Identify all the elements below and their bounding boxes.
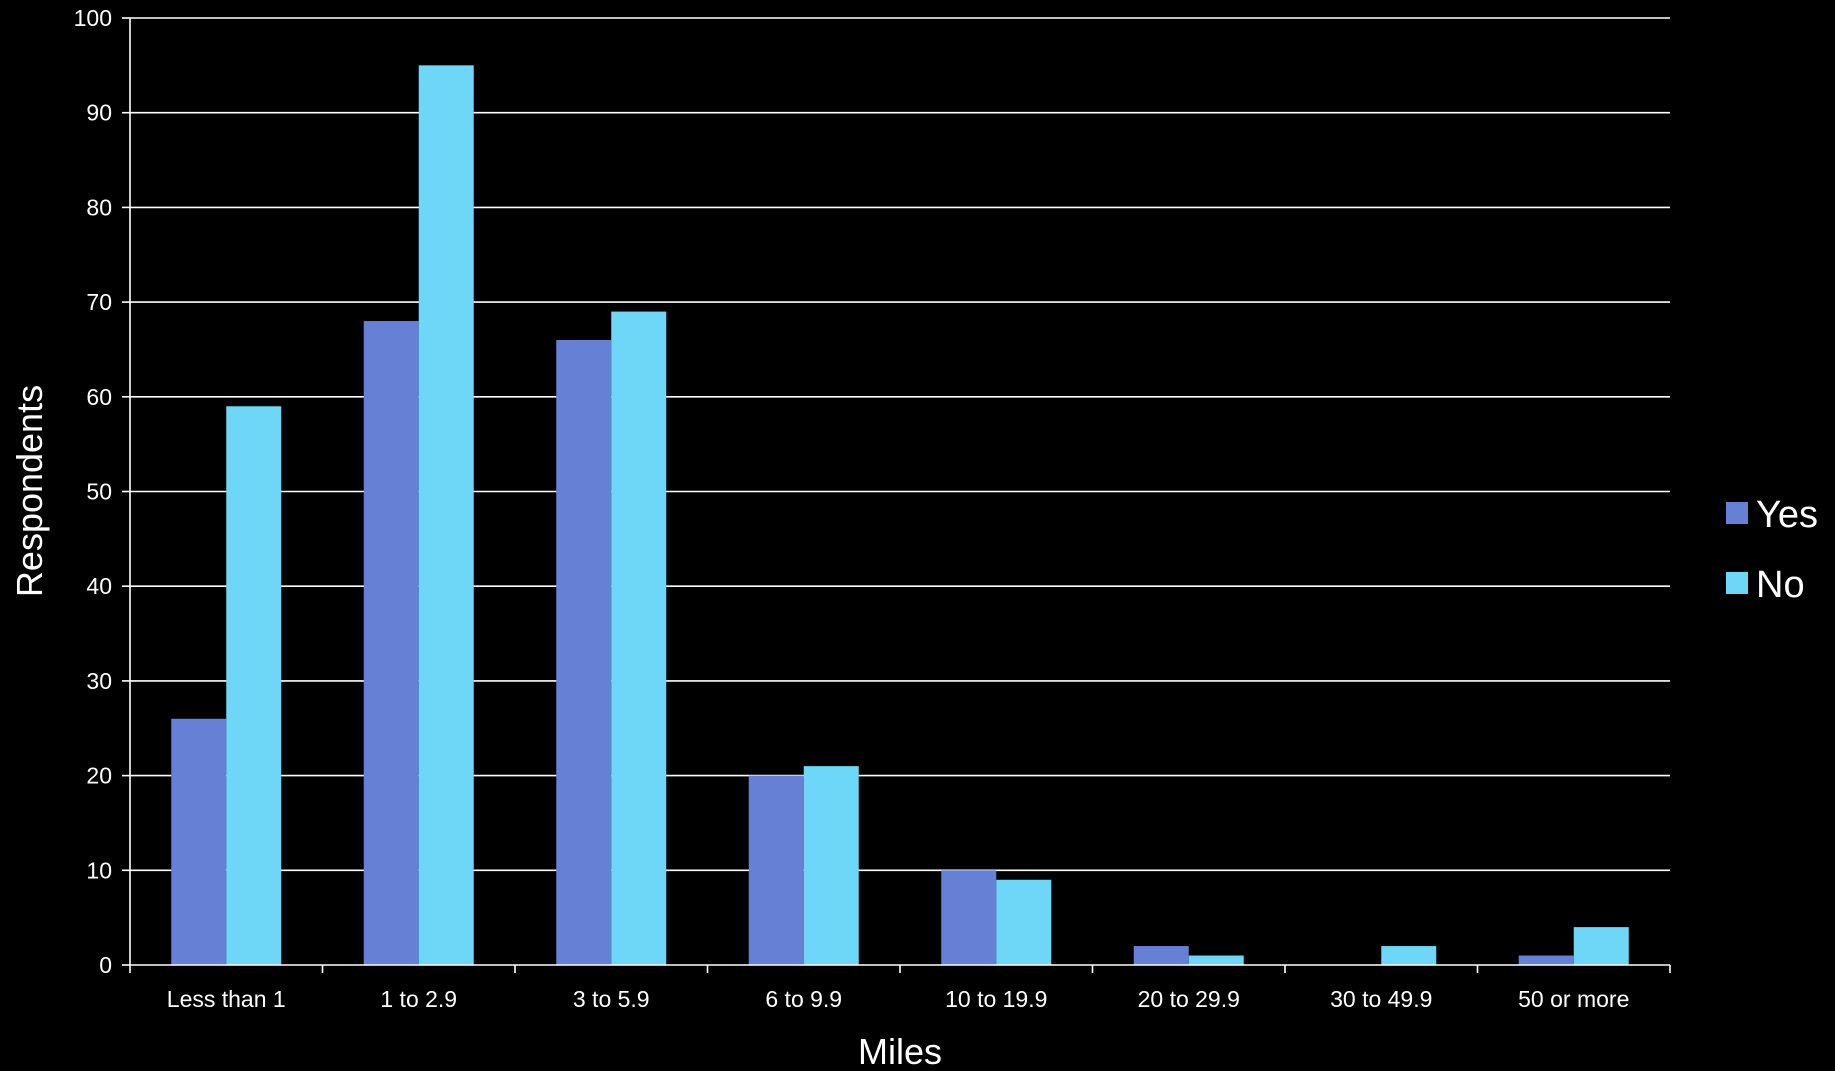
- y-tick-label: 100: [74, 5, 112, 31]
- x-tick-label: 30 to 49.9: [1330, 986, 1432, 1012]
- y-tick-labels: 0 10 20 30 40 50 60 70 80 90 100: [74, 5, 112, 978]
- bars: [171, 65, 1629, 966]
- x-tick-label: 6 to 9.9: [765, 986, 842, 1012]
- bar-no: [418, 65, 474, 966]
- x-tick-label: Less than 1: [167, 986, 286, 1012]
- gridlines: [130, 17, 1670, 872]
- x-tick-labels: Less than 1 1 to 2.9 3 to 5.9 6 to 9.9 10 to…: [167, 986, 1630, 1012]
- bar-no: [803, 766, 859, 965]
- legend-label-no: No: [1756, 564, 1805, 606]
- bar-yes: [171, 718, 227, 965]
- y-tick-label: 10: [86, 857, 112, 883]
- bar-no: [1381, 946, 1437, 965]
- bar-yes: [1518, 955, 1574, 965]
- y-tick-label: 40: [86, 573, 112, 599]
- bar-no: [226, 406, 282, 965]
- y-tick-label: 70: [86, 289, 112, 315]
- bar-yes: [1133, 946, 1189, 965]
- axes: [122, 17, 1671, 973]
- y-axis-title: Respondents: [9, 385, 50, 597]
- bar-no: [611, 311, 667, 965]
- bar-yes: [363, 321, 419, 965]
- x-tick-label: 3 to 5.9: [573, 986, 650, 1012]
- legend-label-yes: Yes: [1756, 494, 1818, 536]
- x-tick-label: 50 or more: [1518, 986, 1629, 1012]
- legend: Yes No: [1726, 494, 1818, 606]
- legend-swatch-no: [1726, 572, 1748, 594]
- y-tick-label: 80: [86, 194, 112, 220]
- y-tick-label: 90: [86, 100, 112, 126]
- y-tick-label: 30: [86, 668, 112, 694]
- x-tick-label: 1 to 2.9: [380, 986, 457, 1012]
- y-tick-label: 50: [86, 479, 112, 505]
- bar-no: [996, 879, 1052, 965]
- x-axis-title: Miles: [858, 1031, 942, 1071]
- legend-swatch-yes: [1726, 502, 1748, 524]
- y-tick-label: 60: [86, 384, 112, 410]
- x-tick-label: 10 to 19.9: [945, 986, 1047, 1012]
- x-tick-label: 20 to 29.9: [1138, 986, 1240, 1012]
- y-tick-label: 0: [99, 952, 112, 978]
- bar-yes: [556, 339, 612, 966]
- bar-no: [1188, 955, 1244, 965]
- bar-yes: [941, 870, 997, 965]
- y-tick-label: 20: [86, 763, 112, 789]
- bar-yes: [748, 775, 804, 965]
- bar-no: [1573, 927, 1629, 965]
